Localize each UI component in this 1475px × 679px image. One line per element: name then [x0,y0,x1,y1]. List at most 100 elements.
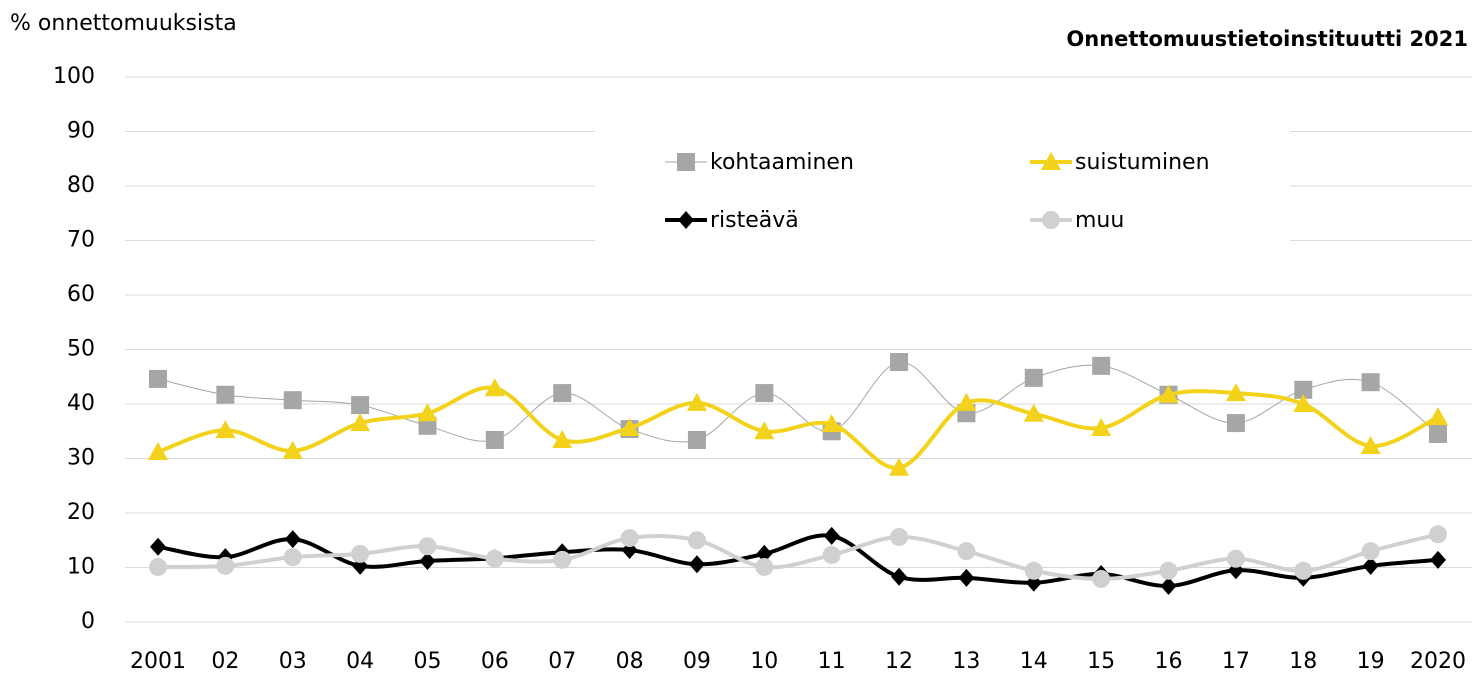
marker [755,557,774,576]
marker [485,549,504,568]
x-tick-label: 08 [616,649,644,674]
marker [1160,577,1177,596]
marker [1041,152,1061,170]
y-tick-label: 0 [81,609,95,634]
marker [1024,561,1043,580]
y-tick-label: 20 [67,500,95,525]
y-tick-label: 70 [67,228,95,253]
marker [1092,569,1111,588]
marker [756,544,773,563]
marker [485,430,504,449]
y-tick-label: 50 [67,337,95,362]
marker [417,403,438,422]
series-line [157,361,1439,443]
marker [889,457,910,476]
marker [1293,394,1314,412]
marker [149,369,167,388]
x-tick-label: 15 [1087,649,1115,674]
marker [678,211,694,229]
legend-label: suistuminen [1075,150,1210,175]
x-tick-label: 09 [683,649,711,674]
x-tick-label: 14 [1020,649,1048,674]
x-tick-label: 02 [211,649,239,674]
y-tick-label: 60 [67,282,95,307]
marker [1362,556,1379,575]
x-tick-label: 05 [413,649,441,674]
marker [283,391,302,410]
marker [821,414,842,433]
series-line [157,385,1439,470]
marker [957,542,976,561]
x-tick-label: 11 [818,649,846,674]
marker [755,384,774,403]
marker [688,555,705,574]
marker [1226,414,1245,433]
x-tick-label: 2020 [1410,649,1466,674]
x-tick-label: 13 [952,649,980,674]
marker [1023,403,1044,422]
marker [351,396,370,415]
marker [1158,384,1179,403]
marker [1430,550,1446,569]
x-tick-label: 10 [750,649,778,674]
marker [1429,424,1447,443]
marker [1024,368,1043,387]
y-tick-label: 40 [67,391,95,416]
series-line [157,533,1439,589]
marker [687,430,706,449]
legend-box [595,125,1290,260]
x-tick-label: 12 [885,649,913,674]
x-tick-label: 07 [548,649,576,674]
marker [419,551,436,570]
x-tick-label: 06 [481,649,509,674]
legend-label: risteävä [710,208,799,233]
y-tick-label: 10 [67,555,95,580]
marker [282,440,303,459]
marker [283,548,302,567]
y-tick-label: 80 [67,173,95,198]
marker [418,537,437,556]
marker [1225,383,1246,402]
marker [620,529,639,548]
marker [418,416,437,435]
marker [216,385,235,404]
marker [677,153,695,171]
marker [1042,211,1060,229]
marker [754,421,775,440]
marker [1159,561,1178,580]
marker [484,378,505,397]
marker [553,384,572,403]
marker [552,429,573,448]
marker [553,550,572,569]
marker [1294,380,1313,399]
marker [350,413,371,432]
marker [148,441,168,460]
marker [1360,435,1381,454]
marker [891,567,908,586]
legend-label: muu [1075,208,1124,233]
y-axis-label: % onnettomuuksista [10,11,237,36]
marker [1361,373,1380,392]
marker [1429,525,1447,544]
marker [686,392,707,411]
x-tick-label: 04 [346,649,374,674]
source: Onnettomuustietoinstituutti 2021 [1066,27,1468,51]
marker [1092,356,1111,375]
marker [822,545,841,564]
x-tick-label: 16 [1155,649,1183,674]
x-tick-label: 03 [279,649,307,674]
marker [216,556,235,575]
y-tick-label: 100 [53,64,95,89]
marker [823,526,840,545]
marker [1428,407,1448,426]
x-tick-label: 17 [1222,649,1250,674]
marker [1294,561,1313,580]
x-tick-label: 18 [1289,649,1317,674]
marker [1091,417,1112,436]
marker [687,531,706,550]
marker [215,420,236,439]
marker [351,544,370,563]
x-tick-label: 2001 [130,649,186,674]
marker [619,417,640,436]
